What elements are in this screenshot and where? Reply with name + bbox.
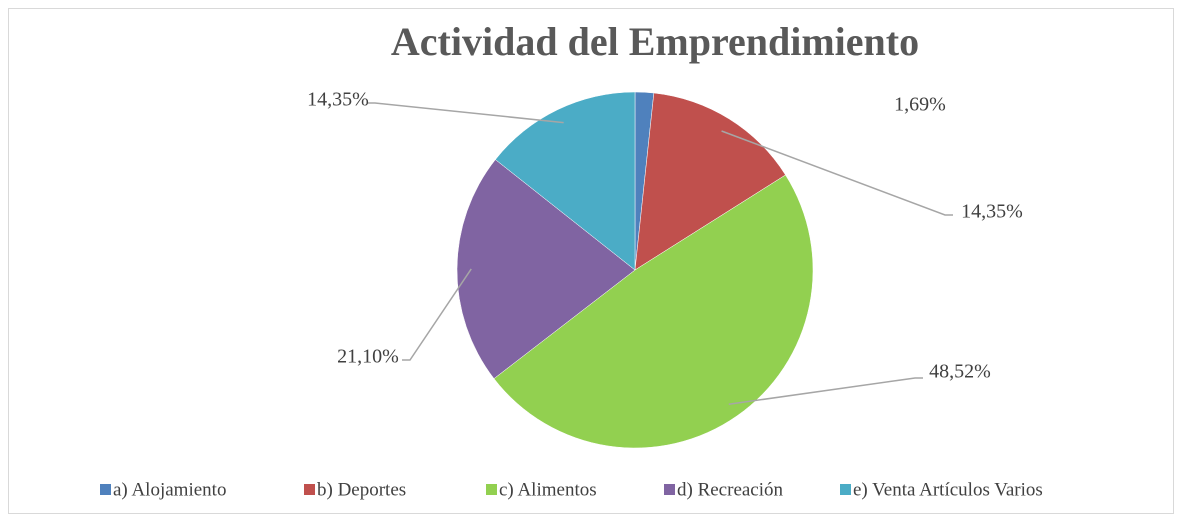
pie-slice xyxy=(634,92,786,271)
legend-label: e) Venta Artículos Varios xyxy=(853,479,1043,500)
data-label: 48,52% xyxy=(929,361,991,383)
legend-swatch xyxy=(486,484,497,495)
legend-label: b) Deportes xyxy=(317,479,406,500)
legend-swatch xyxy=(304,484,315,495)
pie-slice xyxy=(495,91,636,271)
legend-swatch xyxy=(100,484,111,495)
legend-label: d) Recreación xyxy=(677,479,784,500)
legend-label: c) Alimentos xyxy=(499,479,597,500)
legend-swatch xyxy=(664,484,675,495)
data-label: 1,69% xyxy=(894,94,946,116)
data-label: 14,35% xyxy=(961,201,1023,223)
pie-slice xyxy=(493,174,814,449)
leader-line xyxy=(728,377,923,405)
pie-slice xyxy=(456,159,636,379)
leader-line xyxy=(402,268,472,361)
leader-line xyxy=(721,130,953,216)
leader-line xyxy=(367,102,564,124)
data-label: 21,10% xyxy=(337,346,399,368)
chart-title: Actividad del Emprendimiento xyxy=(391,19,919,64)
legend-label: a) Alojamiento xyxy=(113,479,226,500)
legend-swatch xyxy=(840,484,851,495)
data-label: 14,35% xyxy=(307,89,369,111)
